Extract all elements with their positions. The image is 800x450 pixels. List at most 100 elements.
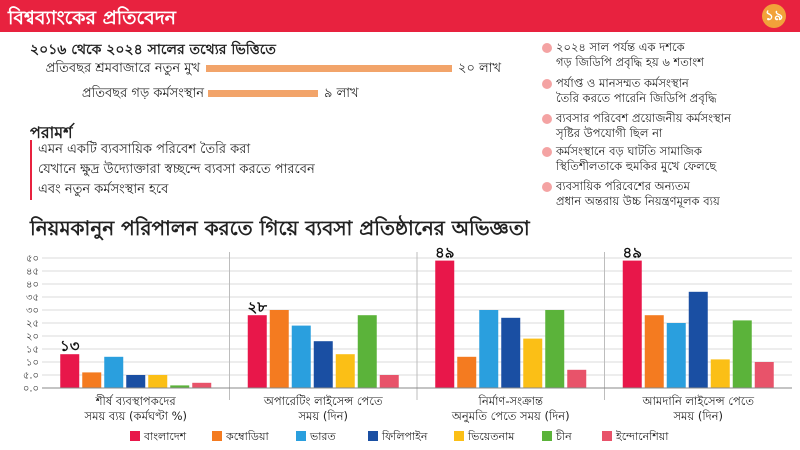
y-tick-label: ২৫ (26, 319, 39, 330)
y-tick-label: ১৫ (26, 345, 39, 356)
finding-line: কর্মসংস্থানে বড় ঘাটতি সামাজিক (556, 144, 702, 158)
legend-swatch (454, 431, 464, 441)
data-label: ১৩ (60, 337, 80, 355)
bullet-dot-icon (542, 114, 552, 124)
bar (457, 356, 477, 388)
finding-item: ২০২৪ সাল পর্যন্ত এক দশকে গড় জিডিপি প্রব… (542, 40, 792, 70)
stat-label-new-entrants: প্রতিবছর শ্রমবাজারে নতুন মুখ (45, 61, 200, 76)
bar (710, 359, 730, 388)
legend-swatch (212, 431, 222, 441)
bar (247, 315, 267, 388)
finding-line: তৈরি করতে পারেনি জিডিপি প্রবৃদ্ধি (556, 91, 717, 105)
legend-label: ভারত (309, 430, 336, 443)
x-category-label: সময় (দিন) (672, 409, 723, 423)
advice-line: এমন একটি ব্যবসায়িক পরিবেশ তৈরি করা (38, 142, 251, 157)
x-category-label: অপারেটিং লাইসেন্স পেতে (263, 394, 384, 408)
y-tick-label: ৩৫ (26, 293, 39, 304)
legend-swatch (602, 431, 612, 441)
stat-value-new-entrants: ২০ লাখ (458, 61, 502, 76)
bullet-dot-icon (542, 43, 552, 53)
y-tick-label: ৫০ (26, 254, 39, 265)
x-category-label: আমদানি লাইসেন্স পেতে (641, 394, 755, 408)
finding-line: ২০২৪ সাল পর্যন্ত এক দশকে (556, 40, 685, 54)
data-label: ৪৯ (623, 244, 642, 262)
finding-line: প্রধান অন্তরায় উচ্চ নিয়ন্ত্রণমূলক ব্যয… (556, 194, 720, 208)
y-tick-label: ৩০ (26, 306, 39, 317)
finding-item: ব্যবসায়িক পরিবেশের অন্যতম প্রধান অন্তরা… (542, 179, 792, 209)
bar (104, 356, 124, 388)
legend-label: কম্বোডিয়া (225, 430, 270, 443)
stats-basis: ২০১৬ থেকে ২০২৪ সালের তথ্যের ভিত্তিতে (30, 42, 276, 58)
chart-title: নিয়মকানুন পরিপালন করতে গিয়ে ব্যবসা প্র… (30, 216, 530, 240)
bar (754, 362, 774, 388)
bar (501, 317, 521, 388)
x-category-label: অনুমতি পেতে সময় (দিন) (451, 409, 570, 424)
data-label: ৪৯ (435, 244, 454, 262)
y-tick-label: ৪০ (26, 280, 39, 291)
bar (644, 315, 664, 388)
advice-line: যেখানে ক্ষুদ্র উদ্যোক্তারা স্বচ্ছন্দে ব্… (38, 162, 315, 177)
bar (148, 375, 168, 388)
y-tick-label: ০.০ (23, 384, 39, 395)
logo-icon: ১৯ (762, 4, 786, 28)
finding-item: কর্মসংস্থানে বড় ঘাটতি সামাজিক স্থিতিশীল… (542, 144, 792, 174)
legend-swatch (368, 431, 378, 441)
bullet-dot-icon (542, 147, 552, 157)
x-category-label: নির্মাণ-সংক্রান্ত (478, 394, 544, 408)
bar (545, 310, 565, 388)
finding-line: স্থিতিশীলতাকে হুমকির মুখে ফেলছে (556, 159, 717, 173)
bar (435, 260, 455, 388)
legend-swatch (542, 431, 552, 441)
legend-label: বাংলাদেশ (143, 430, 187, 443)
data-label: ২৮ (248, 298, 268, 316)
bullet-dot-icon (542, 79, 552, 89)
legend-label: ফিলিপাইন (381, 430, 428, 443)
legend-swatch (130, 431, 140, 441)
bar (479, 310, 499, 388)
bar (291, 325, 311, 388)
finding-line: পর্যাপ্ত ও মানসম্মত কর্মসংস্থান (556, 76, 689, 90)
advice-title: পরামর্শ (30, 123, 73, 142)
bar (60, 354, 80, 388)
finding-line: ব্যবসার পরিবেশ প্রয়োজনীয় কর্মসংস্থান (556, 111, 731, 125)
bar (732, 320, 752, 388)
x-category-label: শীর্ষ ব্যবস্থাপকদের (95, 394, 177, 408)
bar (622, 260, 642, 388)
finding-line: গড় জিডিপি প্রবৃদ্ধি হয় ৬ শতাংশ (556, 55, 704, 69)
finding-item: পর্যাপ্ত ও মানসম্মত কর্মসংস্থান তৈরি করত… (542, 76, 792, 106)
legend-label: চীন (555, 430, 572, 443)
bar (82, 372, 102, 388)
x-category-label: সময় ব্যয় (কর্মঘণ্টা %) (83, 408, 187, 423)
bar (313, 341, 333, 388)
bar (523, 338, 543, 388)
header-banner: বিশ্বব্যাংকের প্রতিবেদন ১৯ (0, 0, 800, 32)
bar (335, 354, 355, 388)
legend-swatch (296, 431, 306, 441)
stat-label-avg-employment: প্রতিবছর গড় কর্মসংস্থান (81, 86, 204, 101)
bar (269, 310, 289, 388)
bar (192, 382, 212, 388)
bar (688, 291, 708, 388)
legend-label: ভিয়েতনাম (467, 430, 515, 443)
advice-box: এমন একটি ব্যবসায়িক পরিবেশ তৈরি করা যেখা… (30, 140, 428, 200)
header-title: বিশ্বব্যাংকের প্রতিবেদন (8, 7, 177, 29)
y-tick-label: ১০ (26, 358, 39, 369)
x-category-label: সময় (দিন) (297, 409, 348, 423)
finding-line: সৃষ্টির উপযোগী ছিল না (556, 126, 663, 140)
bar (567, 369, 587, 388)
stat-value-avg-employment: ৯ লাখ (324, 86, 359, 101)
finding-item: ব্যবসার পরিবেশ প্রয়োজনীয় কর্মসংস্থান স… (542, 111, 792, 141)
y-tick-label: ২০ (26, 332, 39, 343)
bullet-dot-icon (542, 182, 552, 192)
advice-line: এবং নতুন কর্মসংস্থান হবে (38, 182, 169, 197)
y-tick-label: ৫.০ (23, 371, 39, 382)
stat-bar-new-entrants (206, 65, 452, 72)
bar (170, 385, 190, 388)
bar (666, 323, 686, 388)
bar (357, 315, 377, 388)
legend-label: ইন্দোনেশিয়া (615, 430, 669, 443)
bar (379, 375, 399, 388)
y-tick-label: ৪৫ (26, 267, 39, 278)
finding-line: ব্যবসায়িক পরিবেশের অন্যতম (556, 179, 690, 193)
